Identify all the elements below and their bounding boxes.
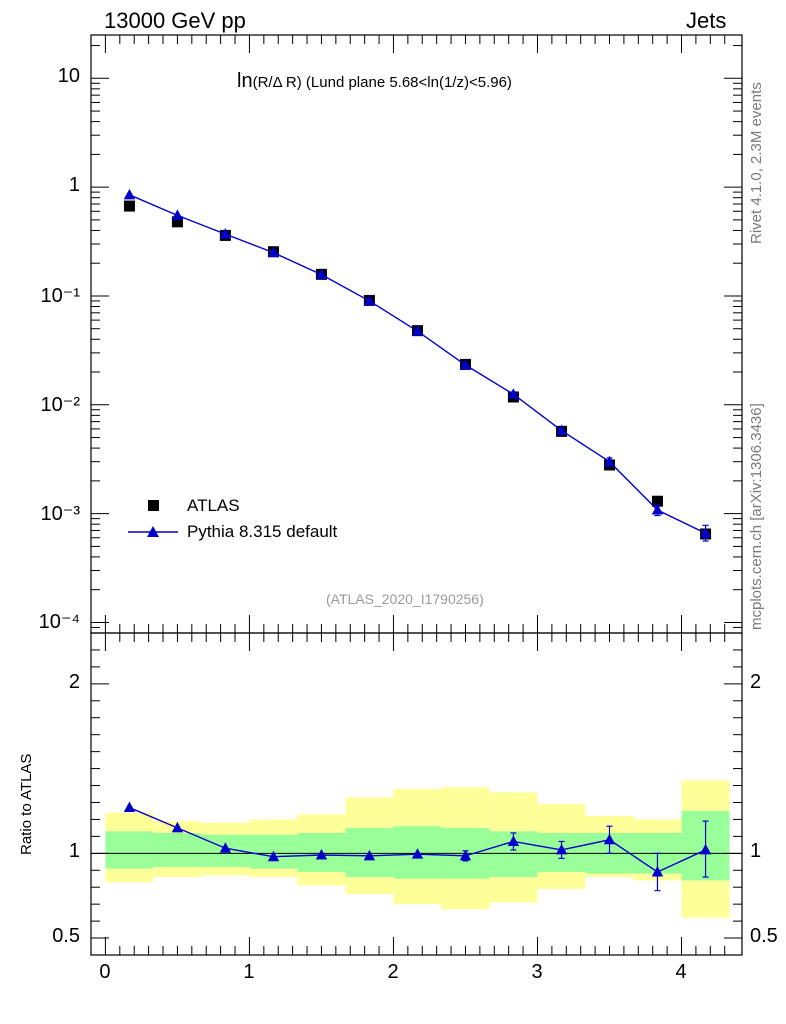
rivet-label: Rivet 4.1.0, 2.3M events bbox=[748, 82, 765, 244]
atlas-point bbox=[171, 216, 183, 228]
legend-atlas-label: ATLAS bbox=[187, 496, 240, 515]
chart-title-main: ln bbox=[237, 70, 253, 92]
ratio-xtick-label: 4 bbox=[675, 961, 687, 983]
mc-point bbox=[123, 188, 136, 200]
ratio-ytick-label-left: 1 bbox=[68, 840, 80, 863]
mc-point bbox=[267, 246, 280, 258]
ratio-ytick-label-left: 0.5 bbox=[52, 925, 80, 948]
ratio-xtick-label: 0 bbox=[99, 961, 111, 983]
legend-mc-marker bbox=[147, 526, 159, 537]
ratio-point bbox=[123, 801, 136, 813]
mc-point bbox=[411, 325, 424, 336]
main-ytick-label: 10⁻¹ bbox=[40, 284, 80, 307]
legend-atlas-marker bbox=[148, 500, 159, 511]
ratio-point bbox=[411, 848, 424, 859]
main-data-marks bbox=[123, 188, 712, 542]
ratio-ylabel: Ratio to ATLAS bbox=[18, 753, 35, 855]
mcplots-label: mcplots.cern.ch [arXiv:1306.3436] bbox=[748, 403, 765, 630]
atlas-point bbox=[123, 200, 135, 212]
ratio-point bbox=[651, 865, 664, 877]
ratio-point bbox=[171, 821, 184, 833]
ratio-point bbox=[219, 842, 232, 853]
mc-point bbox=[699, 527, 712, 538]
main-ytick-label: 10⁻³ bbox=[40, 502, 80, 525]
header-left: 13000 GeV pp bbox=[104, 8, 246, 33]
mc-point bbox=[315, 268, 328, 280]
mc-line bbox=[129, 194, 706, 534]
ratio-xtick-label: 2 bbox=[387, 961, 399, 983]
header-right: Jets bbox=[686, 8, 727, 33]
ratio-xtick-label: 3 bbox=[531, 961, 543, 983]
mc-point bbox=[507, 388, 520, 399]
ratio-point bbox=[699, 843, 712, 855]
ratio-point bbox=[363, 849, 376, 861]
ratio-data-marks bbox=[123, 801, 712, 892]
ratio-point bbox=[267, 850, 280, 862]
ratio-point bbox=[507, 835, 520, 846]
ratio-ytick-label-right: 2 bbox=[750, 670, 762, 693]
main-axis-ticks bbox=[91, 35, 742, 634]
ratio-uncertainty-bands bbox=[105, 780, 730, 918]
main-ytick-label: 1 bbox=[68, 174, 80, 197]
ratio-ytick-label-right: 0.5 bbox=[750, 925, 778, 948]
mc-point bbox=[555, 424, 568, 436]
ratio-point bbox=[315, 849, 328, 860]
ratio-band-inner bbox=[153, 832, 202, 867]
main-ytick-label: 10 bbox=[57, 65, 80, 88]
mc-point bbox=[603, 455, 616, 467]
ratio-panel-frame bbox=[90, 632, 743, 956]
ratio-point bbox=[555, 843, 568, 855]
main-ytick-label: 10⁻⁴ bbox=[38, 611, 80, 634]
chart-title-sub: (R/Δ R) bbox=[252, 74, 302, 91]
main-ytick-label: 10⁻² bbox=[40, 393, 80, 416]
chart-title-rest: (Lund plane 5.68<ln(1/z)<5.96) bbox=[301, 74, 512, 91]
ratio-xtick-label: 1 bbox=[243, 961, 255, 983]
ratio-band-inner bbox=[105, 831, 154, 869]
ratio-point bbox=[459, 849, 472, 861]
ratio-point bbox=[603, 833, 616, 845]
mc-point bbox=[171, 209, 184, 220]
legend-mc-label: Pythia 8.315 default bbox=[187, 522, 338, 541]
mc-point bbox=[363, 294, 376, 306]
mc-point bbox=[651, 503, 664, 515]
ratio-ytick-label-right: 1 bbox=[750, 840, 762, 863]
mc-point bbox=[459, 359, 472, 370]
mc-point bbox=[219, 228, 232, 239]
analysis-id: (ATLAS_2020_I1790256) bbox=[326, 591, 484, 607]
atlas-point bbox=[651, 495, 663, 507]
ratio-ytick-label-left: 2 bbox=[68, 670, 80, 693]
chart-title: ln(R/Δ R) (Lund plane 5.68<ln(1/z)<5.96) bbox=[237, 70, 512, 93]
legend bbox=[128, 500, 178, 537]
